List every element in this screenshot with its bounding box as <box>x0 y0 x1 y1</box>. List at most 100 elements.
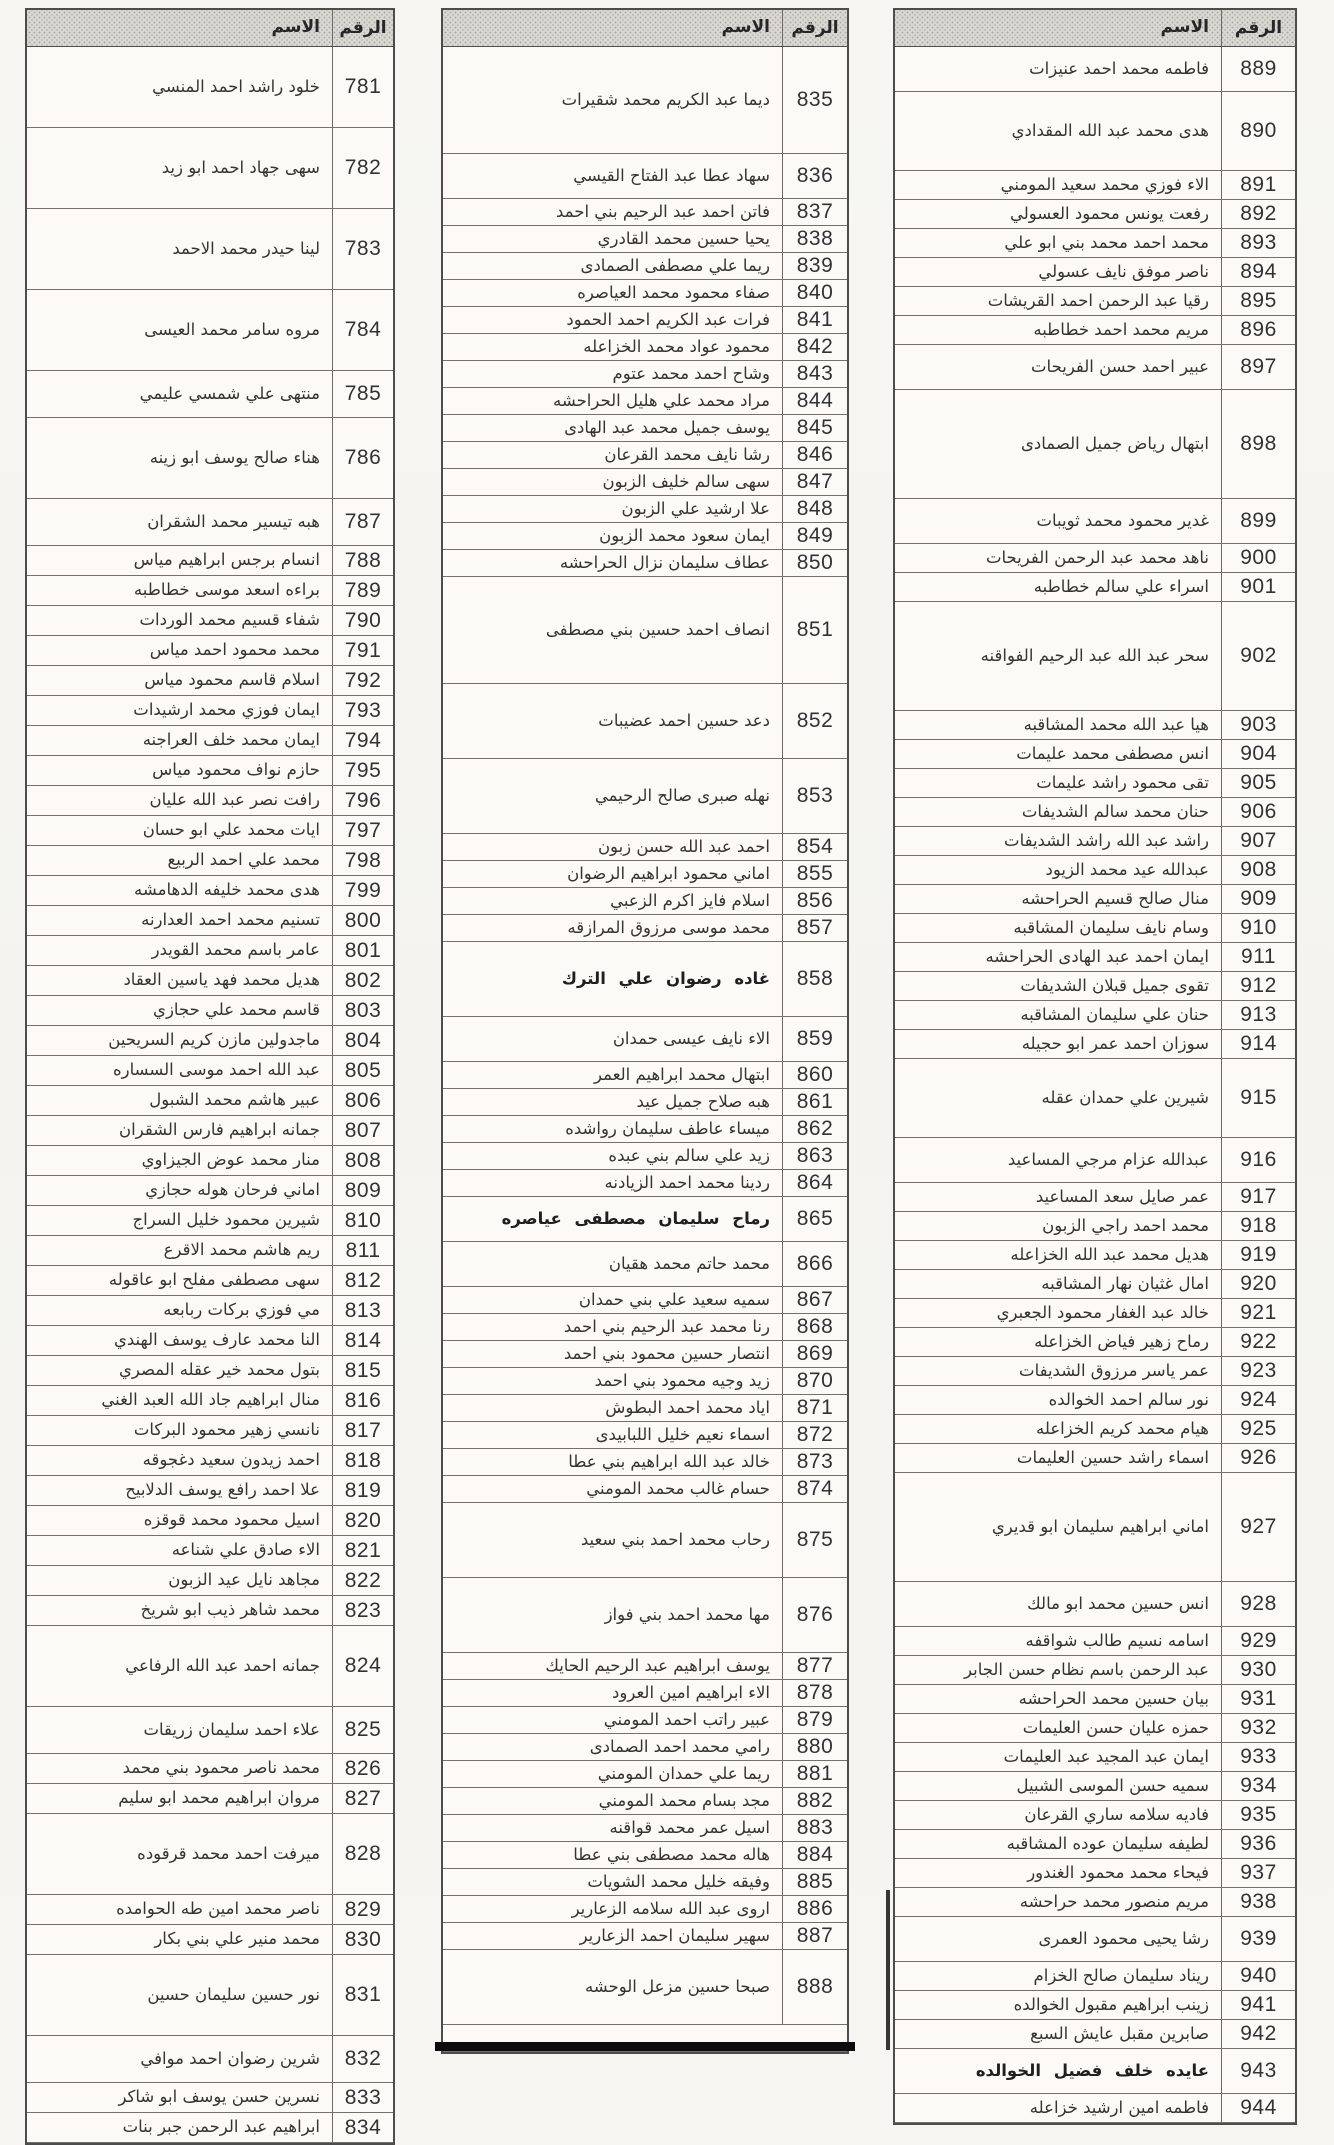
row-name: ريما علي حمدان المومني <box>597 1763 770 1783</box>
row-number: 842 <box>782 334 847 360</box>
row-number: 943 <box>1221 2049 1295 2093</box>
row-number: 796 <box>332 786 393 815</box>
table-row: 808 منار محمد عوض الجيزاوي <box>27 1146 393 1176</box>
row-number: 785 <box>332 371 393 417</box>
table-row: 864 ردينا محمد احمد الزيادنه <box>443 1170 847 1197</box>
table-row: 888 صبحا حسين مزعل الوحشه <box>443 1950 847 2025</box>
table-row: 789 براءه اسعد موسى خطاطبه <box>27 576 393 606</box>
row-number: 821 <box>332 1536 393 1565</box>
row-number: 909 <box>1221 885 1295 913</box>
table-row: 796 رافت نصر عبد الله عليان <box>27 786 393 816</box>
table-row: 805 عبد الله احمد موسى السساره <box>27 1056 393 1086</box>
table-row: 912 تقوى جميل قبلان الشديفات <box>895 972 1295 1001</box>
row-name: عطاف سليمان نزال الحراحشه <box>559 552 770 572</box>
table-row: 892 رفعت يونس محمود العسولي <box>895 200 1295 229</box>
column-header-name: الاسم <box>271 17 320 38</box>
row-name: صبحا حسين مزعل الوحشه <box>584 1976 770 1996</box>
row-number: 826 <box>332 1754 393 1783</box>
row-name: اسلام قاسم محمود مياس <box>144 670 320 690</box>
table-row: 801 عامر باسم محمد القويدر <box>27 936 393 966</box>
row-name: هناء صالح يوسف ابو زينه <box>149 447 320 467</box>
row-name: يحيا حسين محمد القادري <box>597 228 770 248</box>
table-row: 873 خالد عبد الله ابراهيم بني عطا <box>443 1449 847 1476</box>
row-name: دعد حسين احمد عضيبات <box>598 710 770 730</box>
table-row: 939 رشا يحيى محمود العمرى <box>895 1917 1295 1962</box>
table-row: 889 فاطمه محمد احمد عنيزات <box>895 47 1295 92</box>
row-number: 882 <box>782 1788 847 1814</box>
row-name: وفيقه خليل محمد الشويات <box>587 1871 770 1891</box>
row-name: سهى سالم خليف الزبون <box>602 471 770 491</box>
row-name: تسنيم محمد احمد العدارنه <box>141 910 320 930</box>
row-number: 782 <box>332 128 393 208</box>
roster-table-left: الرقم الاسم 781 خلود راشد احمد المنسي 782 سهى… <box>25 8 395 2145</box>
row-number: 836 <box>782 154 847 198</box>
row-name: اسيل عمر محمد قواقنه <box>609 1817 770 1837</box>
table-row: 819 علا احمد رافع يوسف الدلابيح <box>27 1476 393 1506</box>
row-name: الاء نايف عيسى حمدان <box>612 1028 770 1048</box>
row-name: جمانه ابراهيم فارس الشقران <box>119 1120 320 1140</box>
table-row: 814 النا محمد عارف يوسف الهندي <box>27 1326 393 1356</box>
row-name: ابراهيم عبد الرحمن جبر بنات <box>122 2117 320 2137</box>
row-name: انتصار حسين محمود بني احمد <box>563 1343 770 1363</box>
table-row: 902 سحر عبد الله عبد الرحيم الفواقنه <box>895 602 1295 711</box>
table-row: 840 صفاء محمود محمد العياصره <box>443 280 847 307</box>
row-name: ريم هاشم محمد الاقرع <box>163 1240 320 1260</box>
row-number: 827 <box>332 1784 393 1813</box>
table-row: 882 مجد بسام محمد المومني <box>443 1788 847 1815</box>
row-number: 864 <box>782 1170 847 1196</box>
column-header-number: الرقم <box>332 10 393 46</box>
row-number: 937 <box>1221 1859 1295 1887</box>
table-row: 898 ابتهال رياض جميل الصمادى <box>895 390 1295 499</box>
row-name: مجاهد نايل عيد الزبون <box>168 1570 320 1590</box>
row-number: 897 <box>1221 345 1295 389</box>
row-number: 914 <box>1221 1030 1295 1058</box>
row-name: الاء فوزي محمد سعيد المومني <box>1000 174 1209 194</box>
table-row: 920 امال غثيان نهار المشاقبه <box>895 1270 1295 1299</box>
row-number: 867 <box>782 1287 847 1313</box>
row-name: سهى جهاد احمد ابو زيد <box>161 157 320 177</box>
row-number: 823 <box>332 1596 393 1625</box>
table-row: 934 سميه حسن الموسى الشبيل <box>895 1772 1295 1801</box>
table-row: 831 نور حسين سليمان حسين <box>27 1955 393 2036</box>
row-number: 795 <box>332 756 393 785</box>
table-row: 909 منال صالح قسيم الحراحشه <box>895 885 1295 914</box>
table-row: 893 محمد احمد محمد بني ابو علي <box>895 229 1295 258</box>
row-number: 876 <box>782 1578 847 1652</box>
table-row: 914 سوزان احمد عمر ابو حجيله <box>895 1030 1295 1059</box>
row-name: محمد حاتم محمد هقيان <box>608 1253 770 1273</box>
table-row: 783 لينا حيدر محمد الاحمد <box>27 209 393 290</box>
row-number: 881 <box>782 1761 847 1787</box>
row-name: ريناد سليمان صالح الخزام <box>1033 1965 1209 1985</box>
table-row: 880 رامي محمد احمد الصمادى <box>443 1734 847 1761</box>
row-number: 911 <box>1221 943 1295 971</box>
row-number: 933 <box>1221 1743 1295 1771</box>
table-row: 932 حمزه عليان حسن العليمات <box>895 1714 1295 1743</box>
table-row: 913 حنان علي سليمان المشاقبه <box>895 1001 1295 1030</box>
table-row: 851 انصاف احمد حسين بني مصطفى <box>443 577 847 684</box>
row-name: اسراء علي سالم خطاطبه <box>1033 576 1209 596</box>
row-number: 877 <box>782 1653 847 1679</box>
table-header-row: الرقم الاسم <box>895 10 1295 47</box>
row-name: علاء احمد سليمان زريقات <box>143 1719 320 1739</box>
table-row: 809 اماني فرحان هوله حجازي <box>27 1176 393 1206</box>
row-name: ايمان فوزي محمد ارشيدات <box>133 700 320 720</box>
row-number: 925 <box>1221 1415 1295 1443</box>
table-row: 896 مريم محمد احمد خطاطبه <box>895 316 1295 345</box>
row-name: نانسي زهير محمود البركات <box>133 1420 320 1440</box>
row-number: 824 <box>332 1626 393 1706</box>
table-row: 900 ناهد محمد عبد الرحمن الفريحات <box>895 544 1295 573</box>
row-name: فاطمه محمد احمد عنيزات <box>1029 58 1209 78</box>
row-number: 929 <box>1221 1627 1295 1655</box>
row-number: 818 <box>332 1446 393 1475</box>
row-name: مي فوزي بركات ربابعه <box>163 1300 320 1320</box>
table-row: 885 وفيقه خليل محمد الشويات <box>443 1869 847 1896</box>
row-name: شيرين علي حمدان عقله <box>1041 1087 1209 1107</box>
row-number: 869 <box>782 1341 847 1367</box>
row-number: 832 <box>332 2036 393 2082</box>
table-row: 944 فاطمه امين ارشيد خزاعله <box>895 2094 1295 2123</box>
roster-table-right: الرقم الاسم 889 فاطمه محمد احمد عنيزات 890 هد… <box>893 8 1297 2125</box>
row-number: 942 <box>1221 2020 1295 2048</box>
row-number: 930 <box>1221 1656 1295 1684</box>
table-row: 797 ايات محمد علي ابو حسان <box>27 816 393 846</box>
row-number: 811 <box>332 1236 393 1265</box>
